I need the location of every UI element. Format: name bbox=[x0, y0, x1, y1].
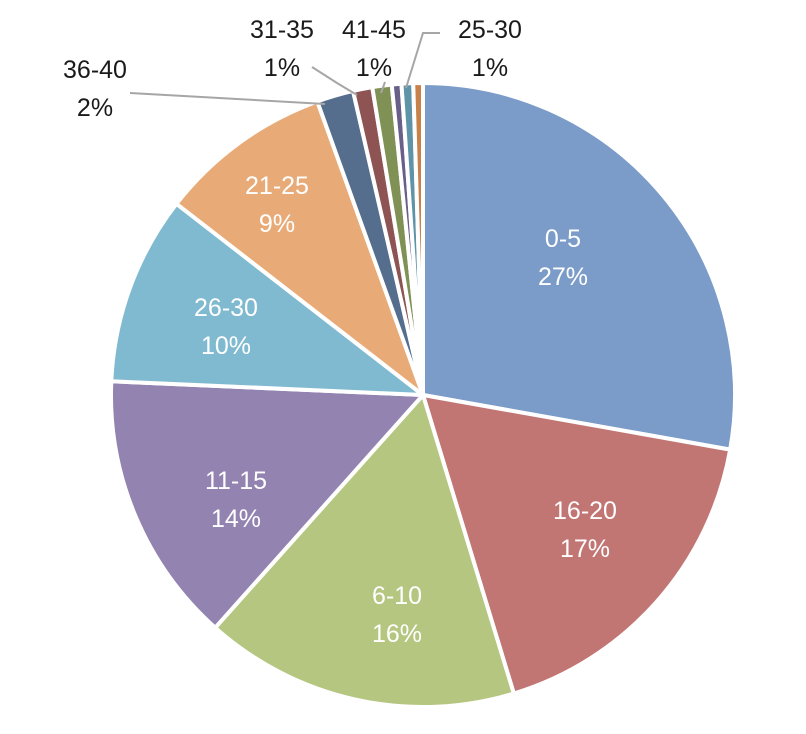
slice-percent-label: 16% bbox=[372, 620, 422, 648]
pie-slice-16-20-1 bbox=[421, 393, 733, 696]
pie-slice-21-25-5 bbox=[174, 99, 425, 397]
slice-percent-label: 1% bbox=[472, 54, 508, 82]
slice-percent-label: 14% bbox=[211, 505, 261, 533]
pie-slice-11-15-3 bbox=[108, 379, 425, 630]
slice-percent-label: 2% bbox=[77, 94, 113, 122]
leader-line bbox=[129, 92, 326, 105]
pie-slice-6-10-2 bbox=[213, 393, 516, 709]
slice-percent-label: 1% bbox=[356, 54, 392, 82]
leader-lines bbox=[129, 32, 440, 105]
pie-slice-minor-11 bbox=[411, 80, 425, 397]
slice-category-label: 11-15 bbox=[205, 467, 267, 495]
slice-category-label: 6-10 bbox=[372, 582, 422, 610]
pie-slice-0-5-0 bbox=[421, 81, 737, 452]
slice-labels: 0-5 27% 16-20 17% 6-10 16% 11-15 14% 26-30 10% 21-… bbox=[63, 16, 617, 648]
leader-line bbox=[405, 32, 440, 89]
slice-percent-label: 17% bbox=[560, 535, 610, 563]
leader-line bbox=[380, 81, 386, 94]
slice-category-label: 36-40 bbox=[63, 56, 127, 84]
slice-category-label: 25-30 bbox=[458, 16, 522, 44]
slice-percent-label: 9% bbox=[259, 210, 295, 238]
slice-percent-label: 1% bbox=[264, 54, 300, 82]
pie-slice-26-30-4 bbox=[109, 201, 425, 397]
slice-category-label: 21-25 bbox=[245, 172, 309, 200]
slice-category-label: 0-5 bbox=[545, 225, 581, 253]
slice-category-label: 31-35 bbox=[250, 16, 314, 44]
pie-slices bbox=[108, 80, 737, 709]
slice-category-label: 16-20 bbox=[553, 497, 617, 525]
slice-percent-label: 27% bbox=[538, 263, 588, 291]
slice-category-label: 41-45 bbox=[342, 16, 406, 44]
slice-category-label: 26-30 bbox=[194, 294, 258, 322]
slice-percent-label: 10% bbox=[201, 332, 251, 360]
leader-line bbox=[311, 66, 358, 96]
